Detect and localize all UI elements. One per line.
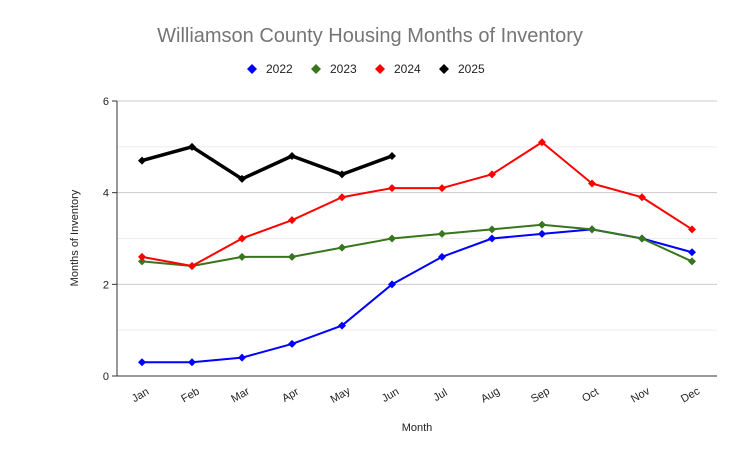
- series-2022: [138, 225, 696, 367]
- data-point[interactable]: [538, 220, 546, 229]
- data-point[interactable]: [538, 138, 546, 147]
- legend-label: 2025: [458, 62, 485, 76]
- series-line-2024: [141, 141, 693, 267]
- x-tick-label: Sep: [529, 385, 552, 405]
- data-point[interactable]: [288, 152, 296, 160]
- x-axis-label: Month: [402, 422, 433, 434]
- data-point[interactable]: [238, 252, 246, 261]
- legend-item-2025[interactable]: 2025: [439, 62, 485, 76]
- legend-marker: [247, 64, 257, 74]
- y-tick-label: 2: [103, 279, 109, 291]
- x-tick-label: Nov: [629, 385, 652, 405]
- data-point[interactable]: [188, 358, 196, 367]
- series-line-2022: [141, 228, 693, 364]
- data-point[interactable]: [238, 174, 246, 183]
- legend-marker: [375, 64, 385, 74]
- data-point[interactable]: [388, 152, 396, 160]
- x-tick-label: May: [329, 385, 353, 406]
- data-point[interactable]: [338, 170, 346, 179]
- data-point[interactable]: [138, 358, 146, 367]
- data-point[interactable]: [688, 257, 696, 266]
- data-point[interactable]: [438, 184, 446, 193]
- series-2025: [138, 142, 396, 183]
- data-point[interactable]: [388, 280, 396, 289]
- series-line-2023: [141, 223, 693, 267]
- legend-label: 2024: [394, 62, 421, 76]
- data-point[interactable]: [488, 234, 496, 243]
- data-point[interactable]: [638, 234, 646, 243]
- data-point[interactable]: [388, 184, 396, 193]
- legend-label: 2022: [266, 62, 293, 76]
- x-tick-label: Dec: [679, 385, 702, 405]
- data-point[interactable]: [138, 252, 146, 261]
- data-point[interactable]: [638, 193, 646, 202]
- data-point[interactable]: [188, 262, 196, 270]
- data-point[interactable]: [538, 229, 546, 238]
- data-point[interactable]: [238, 234, 246, 243]
- grid: [117, 100, 717, 331]
- legend-label: 2023: [330, 62, 357, 76]
- data-point[interactable]: [388, 234, 396, 243]
- data-point[interactable]: [138, 257, 146, 266]
- data-point[interactable]: [238, 353, 246, 362]
- axes: 0 2 4 6 Jan Feb Mar Apr May Jun Jul Aug Sep Oct Nov Dec: [103, 96, 717, 406]
- y-tick-label: 6: [103, 96, 109, 108]
- data-point[interactable]: [288, 252, 296, 261]
- legend-item-2023[interactable]: 2023: [311, 62, 357, 76]
- data-point[interactable]: [288, 339, 296, 348]
- series-line-2025: [140, 145, 394, 181]
- x-tick-label: Feb: [179, 385, 201, 405]
- legend-item-2022[interactable]: 2022: [247, 62, 293, 76]
- data-point[interactable]: [488, 225, 496, 234]
- x-tick-label: Jan: [130, 386, 151, 405]
- data-point[interactable]: [588, 179, 596, 188]
- series-group: [138, 138, 696, 367]
- data-point[interactable]: [688, 248, 696, 257]
- series-2023: [138, 220, 696, 270]
- x-tick-label: Mar: [229, 385, 252, 405]
- series-2024: [138, 138, 696, 270]
- x-tick-label: Aug: [479, 385, 502, 405]
- data-point[interactable]: [338, 321, 346, 330]
- data-point[interactable]: [338, 193, 346, 202]
- data-point[interactable]: [688, 225, 696, 234]
- data-point[interactable]: [188, 142, 196, 151]
- legend: 2022 2023 2024 2025: [247, 62, 485, 76]
- data-point[interactable]: [588, 225, 596, 234]
- x-tick-label: Jun: [380, 386, 401, 405]
- data-point[interactable]: [438, 252, 446, 261]
- x-tick-label: Apr: [280, 386, 301, 405]
- data-point[interactable]: [338, 243, 346, 252]
- x-tick-label: Oct: [580, 386, 601, 405]
- legend-marker: [439, 64, 449, 74]
- data-point[interactable]: [438, 229, 446, 238]
- data-point[interactable]: [138, 156, 146, 165]
- x-tick-label: Jul: [431, 387, 449, 404]
- y-tick-label: 0: [103, 371, 109, 383]
- legend-marker: [311, 64, 321, 74]
- y-axis-label: Months of Inventory: [69, 189, 81, 286]
- y-tick-label: 4: [103, 188, 109, 200]
- chart-title: Williamson County Housing Months of Inve…: [157, 25, 583, 47]
- data-point[interactable]: [288, 216, 296, 225]
- legend-item-2024[interactable]: 2024: [375, 62, 421, 76]
- data-point[interactable]: [488, 170, 496, 179]
